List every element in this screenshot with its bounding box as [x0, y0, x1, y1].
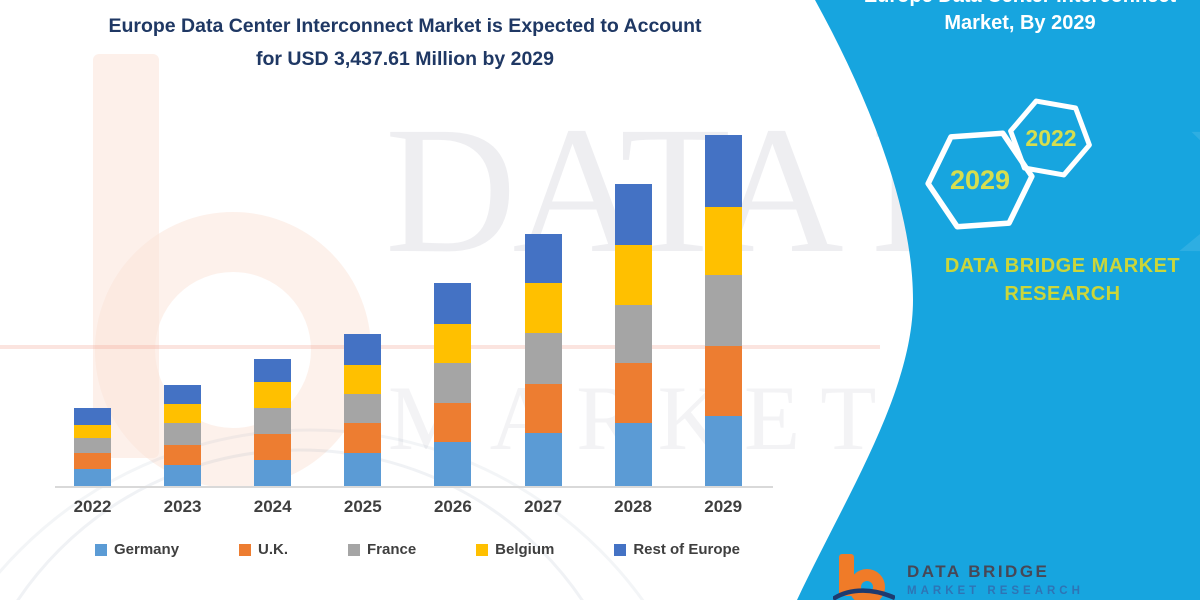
legend-item-germany: Germany [95, 541, 179, 558]
bar-segment-belgium [524, 282, 562, 334]
bar-segment-u-k- [614, 362, 652, 423]
bar-segment-belgium [254, 382, 292, 409]
stacked-bar-2024 [254, 359, 292, 486]
bar-segment-france [614, 304, 652, 363]
legend-item-rest-of-europe: Rest of Europe [614, 541, 740, 558]
legend-item-u-k-: U.K. [239, 541, 288, 558]
plot-area: 2022 2023 2024 2025 2026 2027 2028 2029 [73, 135, 743, 516]
bar-segment-rest-of-europe [74, 408, 111, 426]
x-tick-2024: 2024 [253, 497, 292, 516]
x-tick-2027: 2027 [524, 497, 562, 516]
stacked-bar-2029 [704, 135, 742, 486]
bar-segment-belgium [614, 244, 652, 305]
legend-item-belgium: Belgium [476, 541, 554, 558]
bar-segment-rest-of-europe [704, 135, 742, 207]
legend-label: U.K. [258, 541, 289, 558]
bar-segment-belgium [434, 323, 472, 364]
legend-item-france: France [347, 541, 417, 558]
chart-legend: Germany U.K. France Belgium Rest of Europe [95, 541, 740, 558]
stacked-bar-2022 [74, 408, 111, 486]
legend-label: Germany [114, 541, 180, 558]
hexagon-badges: 2029 2022 [925, 98, 1092, 230]
bar-segment-germany [434, 441, 472, 486]
bar-segment-germany [524, 432, 562, 486]
bar-segment-france [164, 423, 202, 445]
bar-segment-belgium [74, 425, 111, 438]
panel-title: Europe Data Center Interconnect Market, … [845, 0, 1195, 37]
stacked-bar-2025 [344, 333, 382, 486]
bar-segment-germany [254, 459, 292, 486]
bar-segment-u-k- [344, 423, 382, 454]
legend-swatch-icon [347, 543, 360, 556]
bar-segment-rest-of-europe [614, 183, 652, 245]
bar-segment-belgium [344, 364, 382, 395]
x-tick-2028: 2028 [614, 497, 652, 516]
bar-segment-belgium [164, 404, 202, 424]
x-tick-2025: 2025 [343, 497, 382, 516]
footer-logo: DATA BRIDGE MARKET RESEARCH [833, 554, 1084, 600]
panel-title-line2: Market, By 2029 [944, 12, 1096, 34]
legend-label: Rest of Europe [633, 541, 740, 558]
bar-segment-rest-of-europe [344, 333, 382, 365]
chart-title-line2: for USD 3,437.61 Million by 2029 [255, 48, 555, 70]
legend-swatch-icon [614, 543, 627, 556]
hexagon-2029-label: 2029 [950, 165, 1010, 195]
bar-segment-rest-of-europe [164, 385, 202, 405]
bar-segment-u-k- [74, 453, 111, 469]
legend-swatch-icon [95, 543, 107, 556]
bar-segment-france [704, 274, 742, 346]
bar-segment-germany [74, 468, 111, 486]
stacked-bar-2028 [614, 183, 652, 486]
bar-segment-germany [704, 415, 742, 486]
bar-segment-belgium [704, 206, 742, 275]
x-tick-2022: 2022 [73, 497, 112, 516]
legend-swatch-icon [476, 543, 489, 556]
stacked-bar-2023 [164, 385, 202, 486]
panel-brand-text: DATA BRIDGE MARKET RESEARCH [925, 252, 1200, 308]
bar-segment-u-k- [434, 403, 472, 442]
bar-segment-u-k- [704, 345, 742, 416]
data-bridge-logo-icon [833, 554, 895, 600]
panel-brand-line2: RESEARCH [1004, 283, 1121, 305]
bar-segment-france [524, 333, 562, 384]
bar-segment-u-k- [524, 383, 562, 433]
bar-segment-france [254, 408, 292, 435]
legend-swatch-icon [239, 543, 252, 556]
legend-label: Belgium [495, 541, 555, 558]
bar-segment-france [74, 437, 111, 454]
hexagon-2022-label: 2022 [1025, 125, 1076, 151]
footer-brand-sub: MARKET RESEARCH [907, 585, 1084, 597]
bar-segment-u-k- [164, 444, 202, 465]
stacked-bar-2026 [434, 282, 472, 486]
legend-label: France [366, 541, 417, 558]
chart-title: Europe Data Center Interconnect Market i… [45, 10, 765, 76]
bar-segment-rest-of-europe [524, 233, 562, 283]
bar-segment-germany [164, 464, 202, 486]
stacked-bar-2027 [524, 233, 562, 486]
footer-brand-name: DATA BRIDGE [907, 562, 1050, 581]
bar-segment-rest-of-europe [434, 282, 472, 324]
bar-segment-france [344, 394, 382, 423]
bar-segment-germany [344, 453, 382, 486]
chart-title-line1: Europe Data Center Interconnect Market i… [108, 15, 702, 37]
panel-title-line1: Europe Data Center Interconnect [845, 0, 1195, 10]
bar-segment-u-k- [254, 434, 292, 460]
bar-segment-rest-of-europe [254, 359, 292, 383]
bar-segment-germany [614, 423, 652, 486]
x-axis-line [55, 486, 773, 488]
x-tick-2026: 2026 [433, 497, 472, 516]
bar-segment-france [434, 363, 472, 404]
panel-brand-line1: DATA BRIDGE MARKET [944, 255, 1181, 277]
x-tick-2029: 2029 [704, 497, 743, 516]
x-tick-2023: 2023 [163, 497, 202, 516]
